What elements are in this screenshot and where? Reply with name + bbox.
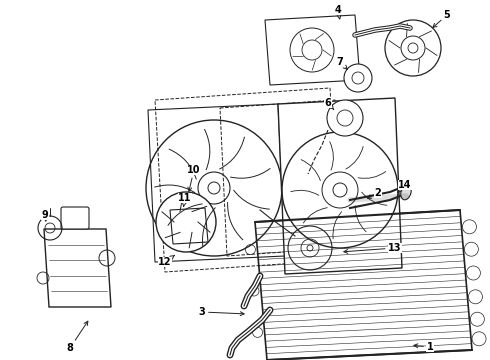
Text: 7: 7 bbox=[337, 57, 347, 69]
Text: 3: 3 bbox=[198, 307, 244, 317]
Text: 11: 11 bbox=[178, 193, 192, 207]
Text: 10: 10 bbox=[187, 165, 201, 191]
Text: 14: 14 bbox=[397, 180, 412, 193]
Circle shape bbox=[156, 192, 216, 252]
Text: 4: 4 bbox=[335, 5, 342, 19]
Text: 9: 9 bbox=[42, 210, 49, 221]
Text: 5: 5 bbox=[433, 10, 450, 27]
Circle shape bbox=[344, 64, 372, 92]
Text: 1: 1 bbox=[414, 342, 433, 352]
Polygon shape bbox=[170, 208, 208, 244]
FancyBboxPatch shape bbox=[61, 207, 89, 229]
Text: 8: 8 bbox=[67, 321, 88, 353]
Ellipse shape bbox=[401, 184, 411, 200]
Polygon shape bbox=[255, 210, 472, 360]
Circle shape bbox=[327, 100, 363, 136]
Text: 6: 6 bbox=[324, 98, 334, 109]
Text: 13: 13 bbox=[344, 243, 402, 253]
Text: 2: 2 bbox=[368, 188, 381, 198]
Polygon shape bbox=[278, 98, 402, 274]
Polygon shape bbox=[265, 15, 360, 85]
Text: 12: 12 bbox=[158, 255, 174, 267]
Circle shape bbox=[385, 20, 441, 76]
Polygon shape bbox=[44, 229, 111, 307]
